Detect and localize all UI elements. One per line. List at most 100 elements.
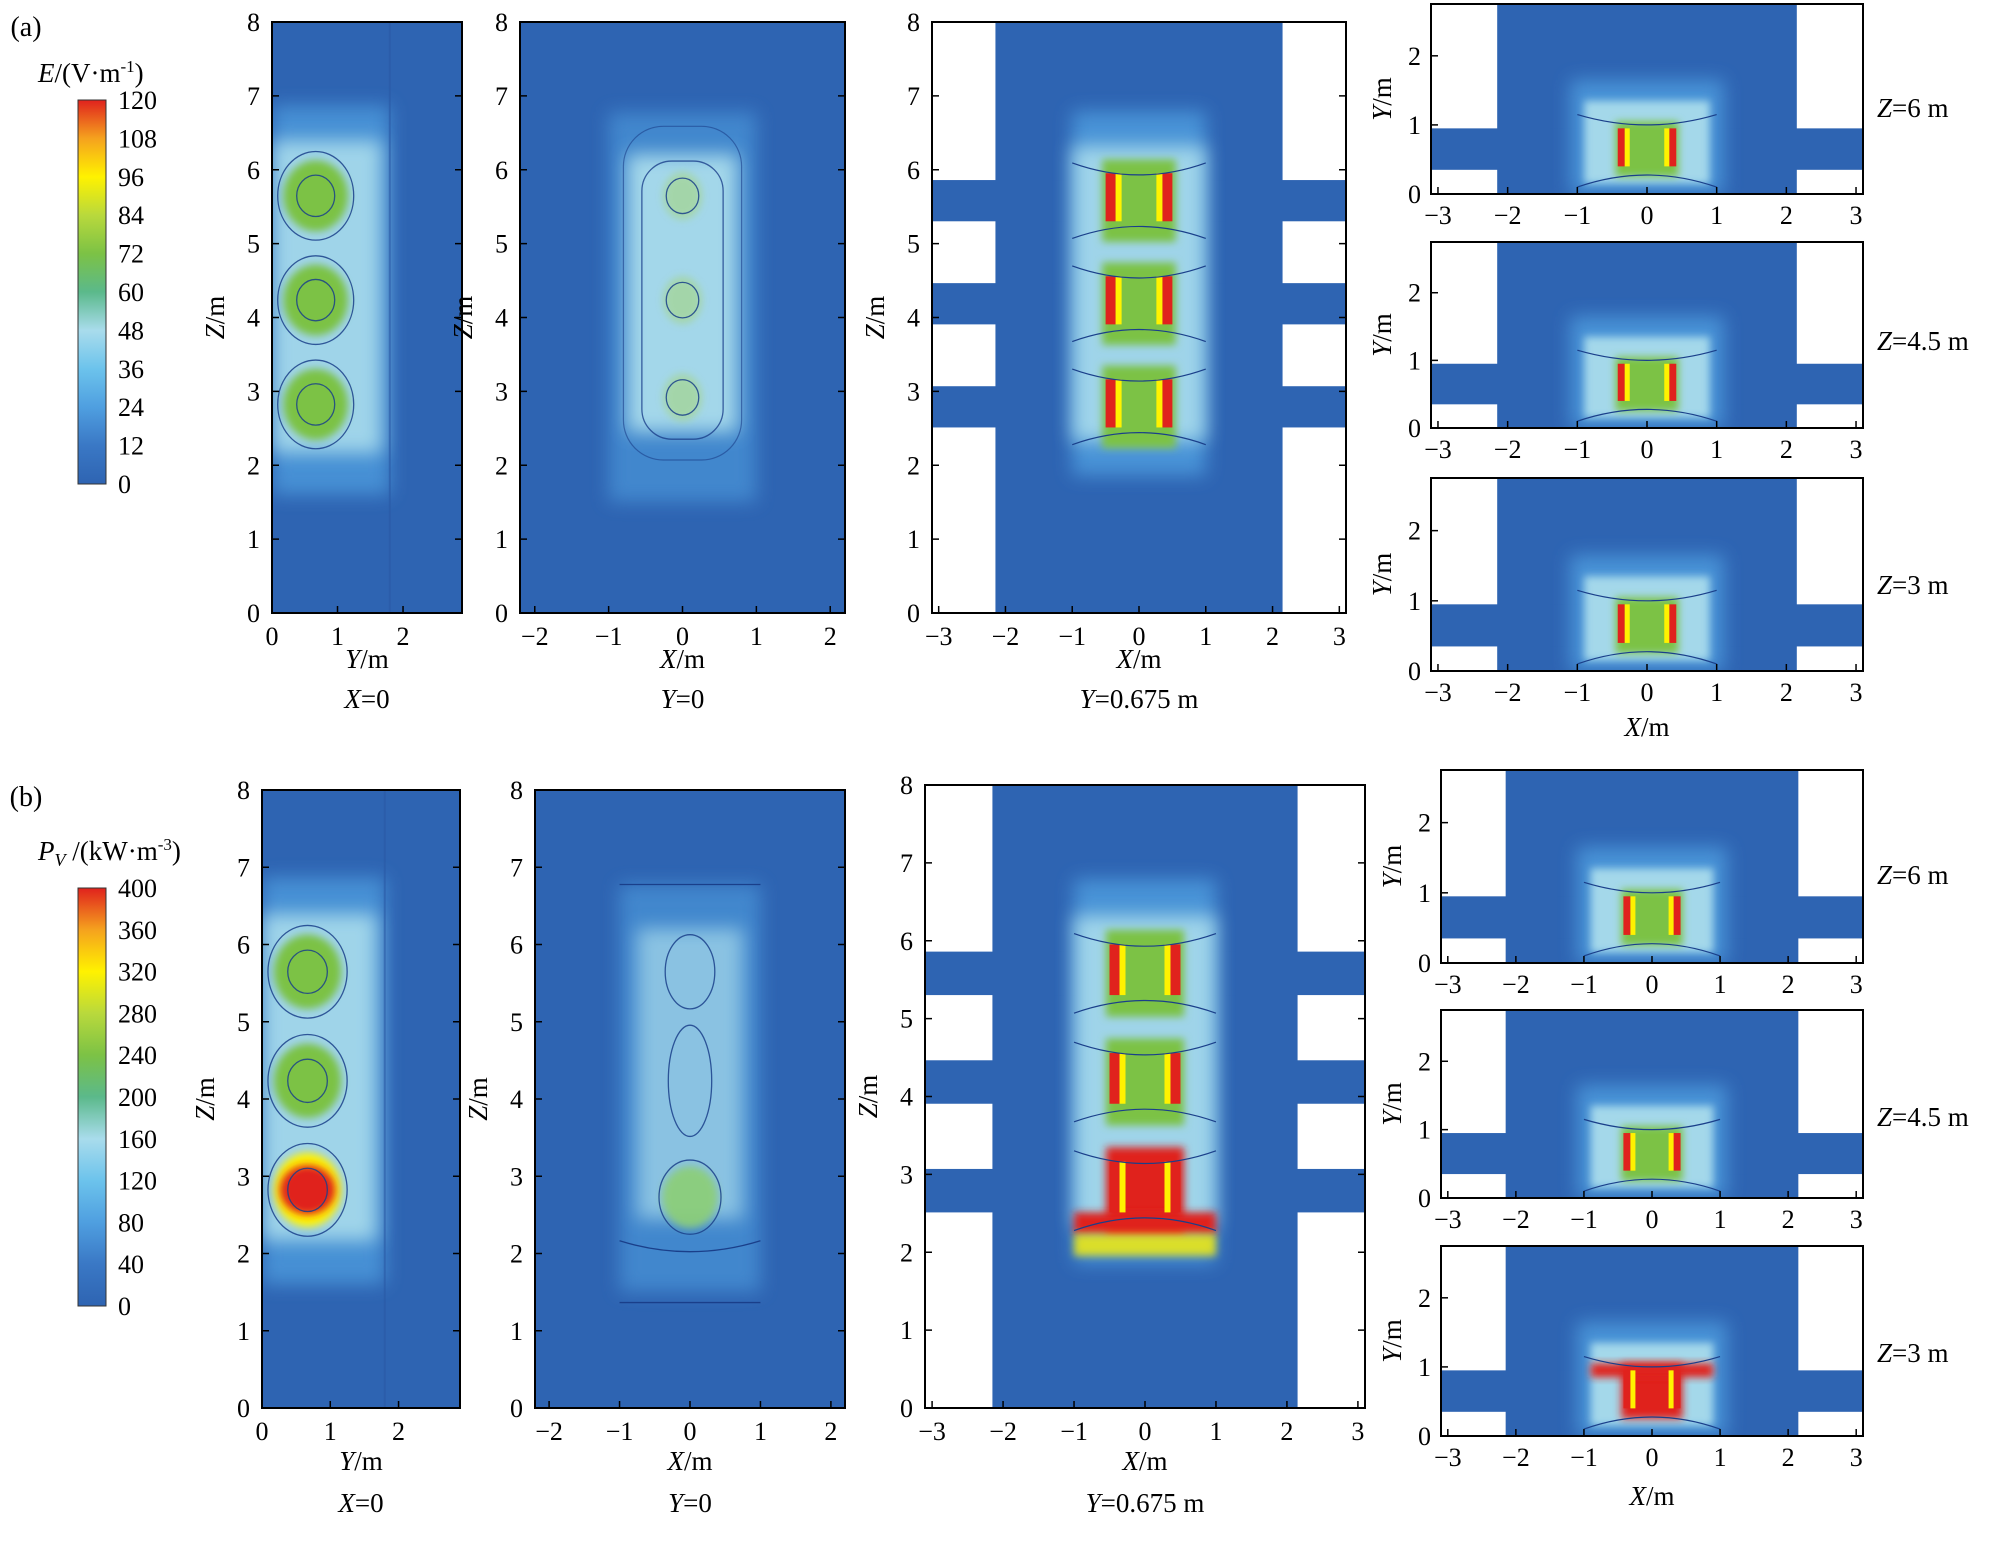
plot-z-slice-ytick-label: 0 (1408, 414, 1421, 443)
plot-z-slice-section: Z=6 m (1877, 860, 1949, 890)
plot-z-slice-xtick-label: −1 (1570, 1205, 1598, 1234)
plot-y0-ytick-label: 1 (495, 525, 508, 554)
edge-hotspot (1669, 128, 1677, 167)
plot-y0-ytick-label: 4 (495, 304, 508, 333)
plot-x0-ytick-label: 3 (237, 1162, 250, 1191)
plot-z-slice-xtick-label: 0 (1646, 970, 1659, 999)
plot-y0675-ytick-label: 7 (900, 849, 913, 878)
edge-hotspot (1170, 1053, 1181, 1104)
plot-y0-ytick-label: 6 (495, 156, 508, 185)
edge-hotspot (1119, 944, 1126, 996)
contour-line (1577, 113, 1717, 126)
hotspot-core (279, 1165, 336, 1215)
contour-line (1073, 1150, 1217, 1165)
plot-x0-field (262, 790, 460, 1408)
plot-z-slice-xtick-label: 0 (1646, 1205, 1659, 1234)
plot-z-slice-ytick-label: 1 (1408, 111, 1421, 140)
plot-x0-section: X=0 (343, 684, 389, 714)
plot-z-slice-xtick-label: 2 (1780, 435, 1793, 464)
contour-line (667, 1024, 713, 1138)
plot-z-slice-xtick-label: 3 (1850, 1205, 1863, 1234)
plot-z-slice-section: Z=3 m (1877, 570, 1949, 600)
contour-line (277, 150, 355, 241)
plot-y0675-ytick-label: 6 (907, 156, 920, 185)
plot-z-slice-ytick-label: 1 (1408, 346, 1421, 375)
edge-hotspot (1668, 1370, 1674, 1409)
contour-line (1072, 225, 1206, 240)
plot-z-slice-xtick-label: −1 (1563, 201, 1591, 230)
plot-z-slice-ytick-label: 2 (1408, 517, 1421, 546)
plot-y0-xtick-label: 0 (684, 1417, 697, 1446)
edge-hotspot (1664, 128, 1670, 167)
hotspot (663, 276, 702, 324)
edge-hotspot (1164, 1161, 1171, 1213)
plot-x0-ytick-label: 8 (247, 8, 260, 37)
plot-y0-ytick-label: 8 (510, 776, 523, 805)
plot-y0675: 0 1 2 3 4 5 6 7 8 −3 −2 −1 0 1 2 3 Z/m X/m Y=0.675 m (860, 8, 1347, 714)
plot-y0-ytick-label: 0 (510, 1394, 523, 1423)
contour-line (1583, 881, 1721, 894)
hotspot (283, 264, 349, 336)
plot-z-slice-xtick-label: 0 (1641, 678, 1654, 707)
contour-line (619, 1240, 761, 1253)
edge-hotspot (1164, 1053, 1171, 1104)
hotspot (663, 373, 702, 422)
plot-x0-section: X=0 (337, 1488, 383, 1518)
plot-y0675-xtick-label: −1 (1058, 622, 1086, 651)
edge-hotspot (1105, 276, 1116, 325)
edge-hotspot (1623, 896, 1631, 935)
plot-x0-xtick-label: 1 (324, 1417, 337, 1446)
colorbar-tick-label: 80 (118, 1208, 144, 1237)
colorbar-tick-label: 0 (118, 470, 131, 499)
edge-hotspot (1623, 1370, 1631, 1409)
plot-x0-xtick-label: 0 (256, 1417, 269, 1446)
edge-hotspot (1624, 363, 1630, 401)
plot-z-slice-ylabel: Y/m (1377, 845, 1407, 889)
plot-z-slice-xtick-label: −2 (1494, 201, 1522, 230)
plot-y0-ylabel: Z/m (463, 1077, 493, 1121)
plot-z-slice: 0 1 2 −3 −2 −1 0 1 2 3 Y/m Z=3 m (1367, 477, 1949, 707)
plot-z-slice: 0 1 2 −3 −2 −1 0 1 2 3 Y/m Z=6 m (1377, 769, 1949, 999)
plot-y0675-ylabel: Z/m (860, 296, 890, 340)
contour-line (658, 1159, 722, 1235)
plot-y0675-ytick-label: 7 (907, 82, 920, 111)
plot-z-slice: 0 1 2 −3 −2 −1 0 1 2 3 Y/m Z=3 m (1377, 1245, 1949, 1472)
plot-z-slice-xtick-label: −2 (1502, 970, 1530, 999)
plot-z-slice-xtick-label: −2 (1502, 1443, 1530, 1472)
colorbar-title: E/(V·m-1) (37, 57, 144, 88)
plot-y0-ytick-label: 5 (495, 230, 508, 259)
plot-z-slice-xlabel: X/m (1623, 712, 1669, 742)
plot-z-slice-xtick-label: −3 (1424, 201, 1452, 230)
hotspot (283, 160, 349, 232)
plot-z-slice-ytick-label: 0 (1418, 1184, 1431, 1213)
plot-z-slice-xtick-label: 2 (1782, 1205, 1795, 1234)
plot-z-slice-xtick-label: 1 (1714, 970, 1727, 999)
contour-line (267, 1142, 348, 1237)
edge-hotspot (1105, 173, 1116, 222)
plot-z-slice-xtick-label: −3 (1434, 1205, 1462, 1234)
plot-z-slice-xtick-label: 3 (1850, 970, 1863, 999)
edge-hotspot (1630, 1133, 1636, 1171)
plot-y0675-xtick-label: −1 (1060, 1417, 1088, 1446)
plot-z-slice-field (1441, 1246, 1863, 1436)
plot-y0675-ylabel: Z/m (853, 1075, 883, 1119)
plot-y0675-ytick-label: 0 (907, 599, 920, 628)
plot-z-slice-xtick-label: 3 (1850, 201, 1863, 230)
contour-line (1073, 999, 1217, 1014)
contour-line (1072, 432, 1206, 446)
plot-x0-ytick-label: 3 (247, 377, 260, 406)
plot-y0-ytick-label: 2 (510, 1240, 523, 1269)
contour-line (1072, 265, 1206, 279)
plot-y0-ytick-label: 0 (495, 599, 508, 628)
edge-hotspot (1119, 1161, 1126, 1213)
hotspot (273, 934, 342, 1009)
plot-y0675-ytick-label: 2 (907, 451, 920, 480)
plot-z-slice-ytick-label: 1 (1418, 1353, 1431, 1382)
colorbar-tick-label: 120 (118, 86, 157, 115)
contour-line (1583, 1416, 1721, 1430)
plot-z-slice-ytick-label: 1 (1418, 879, 1431, 908)
edge-hotspot (1673, 1370, 1681, 1409)
plot-y0-xtick-label: −2 (535, 1417, 563, 1446)
plot-y0675-ytick-label: 1 (907, 525, 920, 554)
